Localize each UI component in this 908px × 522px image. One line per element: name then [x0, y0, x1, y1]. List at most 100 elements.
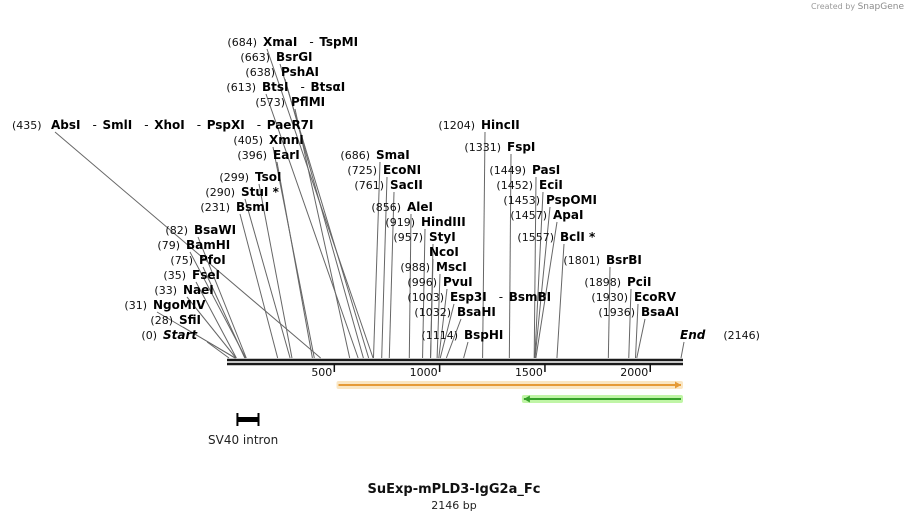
enzyme-paer7i: PaeR7I: [267, 118, 314, 132]
position-msci: (988): [400, 261, 430, 274]
position-styi: (957): [393, 231, 423, 244]
cut-line-pspomi: [534, 206, 551, 359]
ruler-label-1000: 1000: [410, 366, 438, 379]
enzyme-sfii: SfiI: [179, 313, 201, 327]
enzyme-pfoi: PfoI: [199, 253, 226, 267]
position-bsrbi: (1801): [563, 254, 600, 267]
position-bsahi: (1032): [414, 306, 451, 319]
enzyme-fspi: FspI: [507, 140, 535, 154]
cut-line-apai: [535, 221, 558, 359]
credit-text: Created by: [811, 2, 856, 11]
position-smai: (686): [340, 149, 370, 162]
sequence-name: SuExp-mPLD3-IgG2a_Fc: [367, 482, 541, 497]
enzyme-ncoi: NcoI: [429, 245, 459, 259]
feature-1-arrowhead: [675, 381, 681, 389]
cut-line-pcii: [628, 288, 632, 359]
name-separator: -: [499, 290, 503, 304]
position-pasi: (1449): [489, 164, 526, 177]
enzyme-pvui: PvuI: [443, 275, 473, 289]
enzyme-pflmi: PflMI: [291, 95, 325, 109]
cut-line-start: [206, 341, 230, 359]
cut-line-pflmi: [294, 108, 351, 359]
enzyme-xmai: XmaI: [263, 35, 297, 49]
cut-line-fspi: [508, 153, 512, 359]
enzyme-ecorv: EcoRV: [634, 290, 677, 304]
enzyme-naei: NaeI: [183, 283, 214, 297]
position-end: (2146): [723, 329, 760, 342]
cut-line-msci: [436, 273, 441, 359]
position-bsmi: (231): [200, 201, 230, 214]
enzyme-sacii: SacII: [390, 178, 423, 192]
position-start: (0): [141, 329, 157, 342]
cut-line-bsrbi: [607, 266, 611, 359]
position-pcii: (1898): [584, 276, 621, 289]
cut-line-naei: [186, 296, 237, 359]
position-stui: (290): [205, 186, 235, 199]
position-sfii: (28): [150, 314, 173, 327]
enzyme-stui: StuI *: [241, 185, 280, 199]
position-apai: (1457): [510, 209, 547, 222]
enzyme-styi: StyI: [429, 230, 456, 244]
cut-line-pfoi: [202, 266, 246, 359]
enzyme-pspxi: PspXI: [207, 118, 245, 132]
position-bsawi: (82): [165, 224, 188, 237]
position-esp3i: (1003): [407, 291, 444, 304]
enzyme-msci: MscI: [436, 260, 467, 274]
enzyme-hindiii: HindIII: [421, 215, 466, 229]
cut-line-pasi: [533, 176, 537, 359]
cut-line-btsi: [265, 93, 359, 359]
enzyme-pshai: PshAI: [281, 65, 319, 79]
position-absi: (435): [12, 119, 42, 132]
ruler-label-2000: 2000: [620, 366, 648, 379]
sequence-length: 2146 bp: [431, 499, 477, 512]
cut-line-ecorv: [635, 303, 639, 359]
position-pfoi: (75): [170, 254, 193, 267]
name-separator: -: [257, 118, 261, 132]
cut-line-bsawi: [197, 236, 247, 359]
cut-line-fsei: [195, 281, 237, 359]
name-separator: -: [197, 118, 201, 132]
position-pspomi: (1453): [503, 194, 540, 207]
enzyme-pasi: PasI: [532, 163, 560, 177]
cut-line-esp3i: [439, 303, 455, 359]
enzyme-alei: AleI: [407, 200, 433, 214]
enzyme-bamhi: BamHI: [186, 238, 230, 252]
enzyme-bsrgi: BsrGI: [276, 50, 313, 64]
cut-line-bsaai: [636, 318, 646, 359]
name-separator: -: [92, 118, 96, 132]
position-fsei: (35): [163, 269, 186, 282]
position-ecii: (1452): [496, 179, 533, 192]
enzyme-bsaai: BsaAI: [641, 305, 679, 319]
position-bamhi: (79): [157, 239, 180, 252]
enzyme-econi: EcoNI: [383, 163, 421, 177]
enzyme-bsmi: BsmI: [236, 200, 269, 214]
enzyme-bsrbi: BsrBI: [606, 253, 642, 267]
enzyme-start: Start: [163, 328, 198, 342]
enzyme-bts-i: BtsαI: [310, 80, 345, 94]
cut-line-alei: [408, 213, 412, 359]
enzyme-bsahi: BsaHI: [457, 305, 496, 319]
position-hincii: (1204): [438, 119, 475, 132]
position-sacii: (761): [354, 179, 384, 192]
position-pshai: (638): [245, 66, 275, 79]
cut-line-bcli: [556, 243, 565, 359]
snapgene-logo: SnapGene: [857, 2, 904, 12]
enzyme-btsi: BtsI: [262, 80, 289, 94]
cut-line-pshai: [284, 78, 364, 359]
position-bcli: (1557): [517, 231, 554, 244]
enzyme-bsawi: BsaWI: [194, 223, 236, 237]
cut-line-hincii: [482, 131, 486, 359]
name-separator: -: [309, 35, 313, 49]
position-xmai: (684): [227, 36, 257, 49]
enzyme-smai: SmaI: [376, 148, 410, 162]
position-ecorv: (1930): [591, 291, 628, 304]
enzyme-xhoi: XhoI: [154, 118, 185, 132]
cut-line-end: [680, 341, 685, 359]
feature-label-sv40-intron: SV40 intron: [208, 433, 279, 447]
enzyme-bsmbi: BsmBI: [509, 290, 551, 304]
cut-line-hindiii: [422, 228, 426, 359]
enzyme-absi: AbsI: [51, 118, 80, 132]
cut-line-tsoi: [258, 183, 293, 359]
enzyme-pcii: PciI: [627, 275, 652, 289]
ruler-label-1500: 1500: [515, 366, 543, 379]
